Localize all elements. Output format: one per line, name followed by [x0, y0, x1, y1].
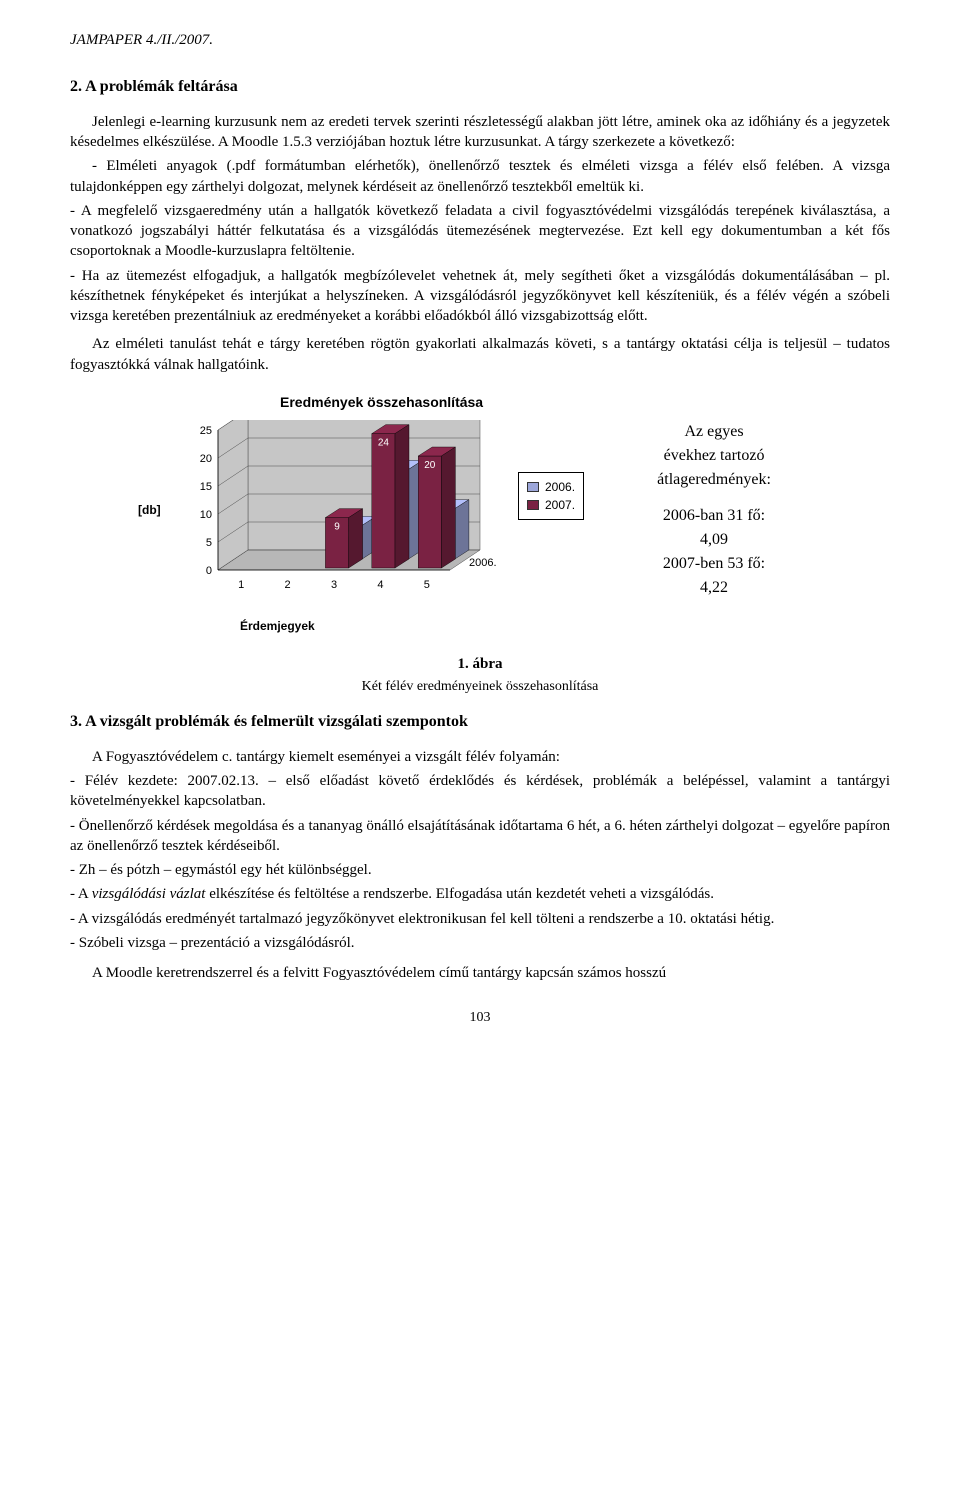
- svg-text:10: 10: [200, 509, 212, 521]
- s2-para-5: Az elméleti tanulást tehát e tárgy keret…: [70, 334, 890, 375]
- figure-subcaption: Két félév eredményeinek összehasonlítása: [70, 678, 890, 697]
- chart-block: Eredmények összehasonlítása [db] 0510152…: [70, 393, 890, 634]
- side-l2: évekhez tartozó: [614, 444, 814, 468]
- legend-swatch-2006: [527, 482, 539, 492]
- section-2-heading: 2. A problémák feltárása: [70, 76, 890, 98]
- svg-text:3: 3: [331, 579, 337, 591]
- chart-area: [db] 0510152025616992420123452006. Érdem…: [180, 420, 500, 634]
- side-l4: 2006-ban 31 fő:: [614, 504, 814, 528]
- s3-para-6: - A vizsgálódás eredményét tartalmazó je…: [70, 909, 890, 929]
- svg-text:20: 20: [424, 460, 436, 471]
- legend-label-2007: 2007.: [545, 497, 575, 513]
- svg-text:15: 15: [200, 481, 212, 493]
- s2-para-3: - A megfelelő vizsgaeredmény után a hall…: [70, 201, 890, 262]
- side-l3: átlageredmények:: [614, 468, 814, 492]
- side-l7: 4,22: [614, 576, 814, 600]
- svg-text:1: 1: [238, 579, 244, 591]
- svg-text:25: 25: [200, 425, 212, 437]
- legend-swatch-2007: [527, 500, 539, 510]
- s3-para-2: - Félév kezdete: 2007.02.13. – első előa…: [70, 771, 890, 812]
- chart-title: Eredmények összehasonlítása: [280, 393, 890, 412]
- svg-text:4: 4: [377, 579, 383, 591]
- s2-para-2: - Elméleti anyagok (.pdf formátumban elé…: [70, 156, 890, 197]
- side-l6: 2007-ben 53 fő:: [614, 552, 814, 576]
- svg-text:9: 9: [334, 521, 340, 532]
- svg-text:2: 2: [285, 579, 291, 591]
- side-l5: 4,09: [614, 528, 814, 552]
- svg-text:0: 0: [206, 565, 212, 577]
- legend-item-2007: 2007.: [527, 497, 575, 513]
- side-l1: Az egyes: [614, 420, 814, 444]
- chart-side-text: Az egyes évekhez tartozó átlageredmények…: [614, 420, 814, 600]
- chart-y-label: [db]: [138, 502, 161, 518]
- legend-item-2006: 2006.: [527, 479, 575, 495]
- chart-legend: 2006. 2007.: [518, 472, 584, 520]
- s3-para-5: - A vizsgálódási vázlat elkészítése és f…: [70, 884, 890, 904]
- figure-number: 1. ábra: [70, 654, 890, 674]
- s3-para-7: - Szóbeli vizsga – prezentáció a vizsgál…: [70, 933, 890, 953]
- page-number: 103: [70, 1009, 890, 1028]
- s3-p5a: - A: [70, 886, 92, 902]
- svg-text:24: 24: [378, 437, 390, 448]
- svg-text:20: 20: [200, 453, 212, 465]
- legend-label-2006: 2006.: [545, 479, 575, 495]
- s2-para-4: - Ha az ütemezést elfogadjuk, a hallgató…: [70, 266, 890, 327]
- s3-para-1: A Fogyasztóvédelem c. tantárgy kiemelt e…: [70, 747, 890, 767]
- section-3-heading: 3. A vizsgált problémák és felmerült viz…: [70, 711, 890, 733]
- s3-p5c: elkészítése és feltöltése a rendszerbe. …: [205, 886, 714, 902]
- chart-x-label: Érdemjegyek: [240, 618, 500, 634]
- s3-para-3: - Önellenőrző kérdések megoldása és a ta…: [70, 816, 890, 857]
- s3-p5b: vizsgálódási vázlat: [92, 886, 206, 902]
- svg-text:5: 5: [424, 579, 430, 591]
- s2-para-1: Jelenlegi e-learning kurzusunk nem az er…: [70, 112, 890, 153]
- s3-para-8: A Moodle keretrendszerrel és a felvitt F…: [70, 963, 890, 983]
- bar-chart-svg: 0510152025616992420123452006.: [180, 420, 500, 610]
- journal-header: JAMPAPER 4./II./2007.: [70, 30, 890, 50]
- s3-para-4: - Zh – és pótzh – egymástól egy hét külö…: [70, 860, 890, 880]
- svg-text:5: 5: [206, 537, 212, 549]
- svg-text:2006.: 2006.: [469, 557, 497, 569]
